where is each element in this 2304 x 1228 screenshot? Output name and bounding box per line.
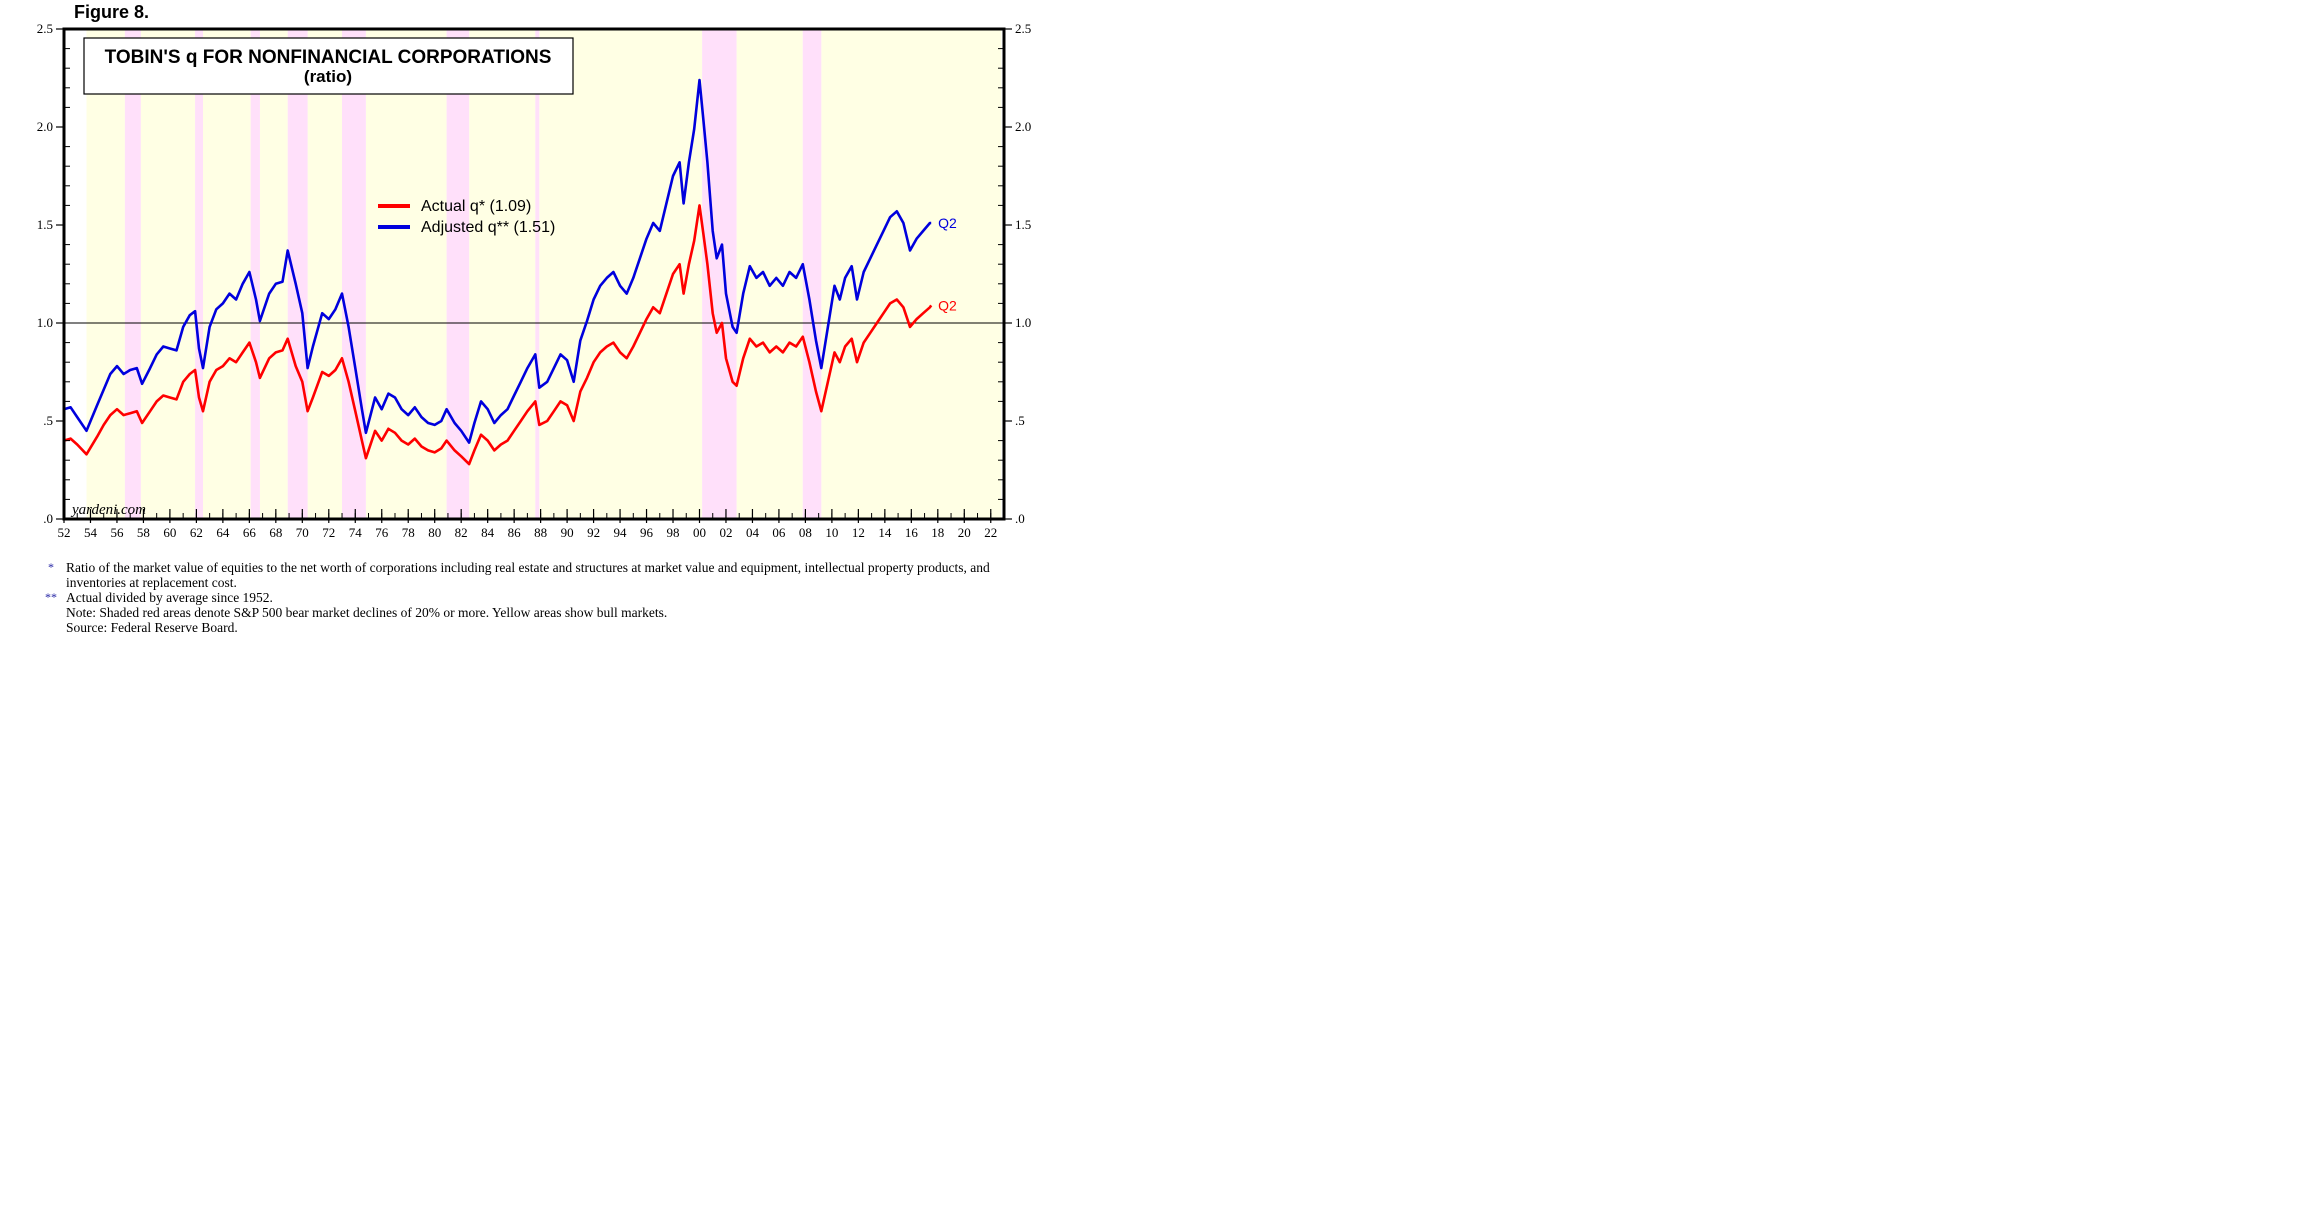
title-box: TOBIN'S q FOR NONFINANCIAL CORPORATIONS … [83, 37, 574, 95]
footnote-2: ** Actual divided by average since 1952. [36, 590, 1036, 605]
bull-market-band [203, 29, 251, 519]
x-tick-label: 72 [322, 525, 335, 540]
x-tick-label: 82 [455, 525, 468, 540]
y-tick-label-right: .5 [1015, 413, 1025, 428]
legend-label-adjusted: Adjusted q** (1.51) [421, 219, 555, 236]
x-tick-label: 18 [931, 525, 944, 540]
x-tick-label: 08 [799, 525, 812, 540]
series-lines: Q2 Q2 [63, 78, 957, 466]
bear-market-band [124, 29, 141, 519]
legend: Actual q* (1.09) Adjusted q** (1.51) [378, 198, 555, 236]
tobins-q-chart: Q2 Q2 2.5 2.5 2.0 2.0 1.5 1.5 1.0 1.0 .5 .5 .0 .0 52 5… [37, 21, 1032, 540]
figure-label: Figure 8. [74, 2, 150, 22]
footnote-text: Source: Federal Reserve Board. [66, 620, 238, 635]
x-tick-label: 78 [402, 525, 415, 540]
bull-market-band [365, 29, 447, 519]
x-tick-label: 84 [481, 525, 495, 540]
x-tick-label: 20 [958, 525, 971, 540]
bear-market-band [287, 29, 308, 519]
bull-market-band [469, 29, 536, 519]
axes: 2.5 2.5 2.0 2.0 1.5 1.5 1.0 1.0 .5 .5 .0 .0 52 54 56 58… [37, 21, 1032, 540]
chart-subtitle: (ratio) [304, 67, 352, 86]
footnote-mark [36, 605, 66, 620]
x-tick-label: 80 [428, 525, 441, 540]
chart-title: TOBIN'S q FOR NONFINANCIAL CORPORATIONS [105, 47, 552, 68]
x-tick-label: 02 [719, 525, 732, 540]
footnote-text: Actual divided by average since 1952. [66, 590, 273, 605]
title-box-frame [83, 37, 574, 95]
x-tick-label: 88 [534, 525, 547, 540]
footnote-source: Source: Federal Reserve Board. [36, 620, 1036, 635]
bear-market-band [195, 29, 204, 519]
y-tick-label-right: 1.5 [1015, 217, 1031, 232]
x-tick-label: 90 [561, 525, 574, 540]
x-tick-label: 70 [296, 525, 309, 540]
x-tick-label: 96 [640, 525, 654, 540]
y-tick-label-right: 2.5 [1015, 21, 1031, 36]
x-tick-label: 92 [587, 525, 600, 540]
x-tick-label: 06 [772, 525, 786, 540]
x-tick-label: 52 [58, 525, 71, 540]
footnote-mark: * [48, 560, 54, 574]
bear-market-band [535, 29, 540, 519]
plot-background [64, 29, 1004, 519]
x-tick-label: 14 [878, 525, 892, 540]
y-tick-label-right: 2.0 [1015, 119, 1031, 134]
footnote-mark [36, 620, 66, 635]
x-tick-label: 54 [84, 525, 98, 540]
x-tick-label: 98 [667, 525, 680, 540]
y-tick-label-right: 1.0 [1015, 315, 1031, 330]
bull-market-band [821, 29, 1002, 519]
y-tick-label-left: 2.0 [37, 119, 53, 134]
footnote-1: * Ratio of the market value of equities … [36, 560, 1036, 590]
footnotes: * Ratio of the market value of equities … [36, 560, 1036, 635]
y-tick-label-left: .5 [43, 413, 53, 428]
y-tick-label-left: 2.5 [37, 21, 53, 36]
x-tick-label: 68 [269, 525, 282, 540]
bull-market-band [539, 29, 703, 519]
plot-frame [62, 27, 1006, 521]
bull-market-band [140, 29, 196, 519]
bull-market-band [307, 29, 343, 519]
x-tick-label: 22 [984, 525, 997, 540]
x-tick-label: 66 [243, 525, 257, 540]
end-label-actual: Q2 [938, 297, 957, 313]
series-line-actual [63, 204, 933, 466]
y-tick-label-left: .0 [43, 511, 53, 526]
x-tick-label: 94 [614, 525, 628, 540]
x-tick-label: 04 [746, 525, 760, 540]
x-tick-label: 56 [110, 525, 124, 540]
footnote-text: Note: Shaded red areas denote S&P 500 be… [66, 605, 668, 620]
y-tick-label-left: 1.5 [37, 217, 53, 232]
x-tick-label: 74 [349, 525, 363, 540]
x-tick-label: 60 [163, 525, 176, 540]
bear-market-band [446, 29, 470, 519]
footnote-text: Ratio of the market value of equities to… [66, 560, 990, 590]
end-label-adjusted: Q2 [938, 215, 957, 231]
x-tick-label: 58 [137, 525, 150, 540]
x-tick-label: 64 [216, 525, 230, 540]
series-line-adjusted [63, 78, 932, 444]
x-tick-label: 12 [852, 525, 865, 540]
x-tick-label: 62 [190, 525, 203, 540]
bull-market-band [86, 29, 125, 519]
legend-label-actual: Actual q* (1.09) [421, 198, 531, 215]
footnote-note: Note: Shaded red areas denote S&P 500 be… [36, 605, 1036, 620]
watermark: yardeni.com [70, 502, 146, 518]
x-tick-label: 10 [825, 525, 838, 540]
x-tick-label: 86 [508, 525, 522, 540]
y-tick-label-right: .0 [1015, 511, 1025, 526]
bear-market-band [250, 29, 260, 519]
x-tick-label: 00 [693, 525, 706, 540]
x-tick-label: 76 [375, 525, 389, 540]
x-tick-label: 16 [905, 525, 919, 540]
y-tick-label-left: 1.0 [37, 315, 53, 330]
footnote-mark: ** [45, 590, 57, 604]
